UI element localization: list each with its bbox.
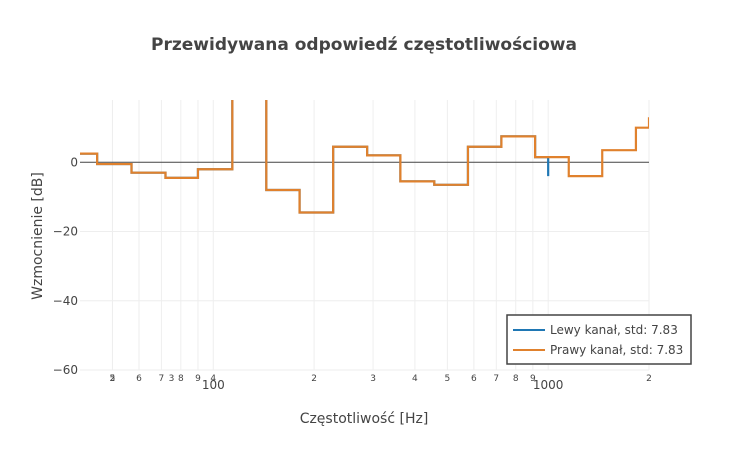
x-tick-label-minor: 5 — [110, 374, 116, 384]
series-layer — [80, 100, 649, 214]
legend-label: Prawy kanał, std: 7.83 — [550, 343, 683, 357]
x-tick-label-minor: 7 — [159, 374, 165, 384]
legend-box — [506, 314, 692, 365]
x-tick-label-minor: 2 — [110, 374, 116, 384]
legend-label: Lewy kanał, std: 7.83 — [550, 323, 678, 337]
x-tick-label-minor: 2 — [311, 374, 317, 384]
x-tick-label-minor: 8 — [178, 374, 184, 384]
x-tick-label-minor: 6 — [136, 374, 142, 384]
x-tick-label-minor: 6 — [471, 374, 477, 384]
chart-title: Przewidywana odpowiedź częstotliwościowa — [151, 35, 577, 55]
x-tick-label-minor: 4 — [210, 374, 216, 384]
x-tick-label-minor: 9 — [195, 374, 201, 384]
x-tick-label-minor: 4 — [412, 374, 418, 384]
x-axis-title: Częstotliwość [Hz] — [300, 411, 429, 427]
y-tick-label: 0 — [70, 155, 78, 169]
y-tick-label: −40 — [53, 294, 78, 308]
x-tick-label-minor: 3 — [169, 374, 175, 384]
x-tick-label-minor: 5 — [444, 374, 450, 384]
x-tick-label-minor: 9 — [530, 374, 536, 384]
y-axis-title: Wzmocnienie [dB] — [30, 172, 46, 300]
x-tick-label-minor: 8 — [513, 374, 519, 384]
y-tick-label: −20 — [53, 225, 78, 239]
y-axis-ticks: 0 −20 −40 −60 — [53, 155, 78, 377]
series-line-1 — [80, 100, 649, 214]
x-tick-label-major: 1000 — [533, 378, 564, 392]
x-tick-label-minor: 2 — [646, 374, 652, 384]
y-tick-label: −60 — [53, 363, 78, 377]
x-tick-label-minor: 3 — [370, 374, 376, 384]
x-tick-label-major: 100 — [202, 378, 225, 392]
x-tick-label-minor: 7 — [493, 374, 499, 384]
legend[interactable]: Lewy kanał, std: 7.83 Prawy kanał, std: 7… — [506, 314, 692, 365]
x-axis-ticks: 100 1000 2 3 4 5 6 7 8 9 2 3 4 5 6 7 8 9 2 — [110, 374, 652, 392]
